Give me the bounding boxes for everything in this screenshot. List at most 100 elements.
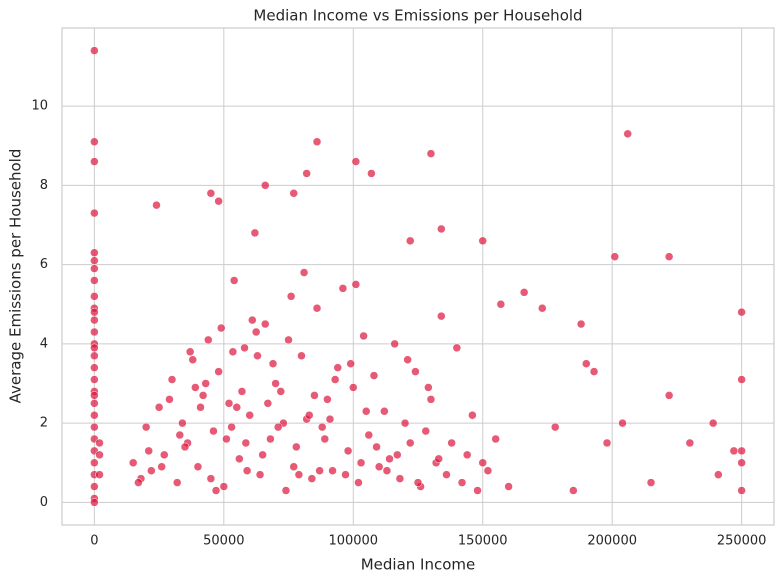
point [403, 355, 412, 364]
point [160, 450, 169, 460]
point [356, 458, 366, 468]
point [576, 319, 586, 329]
point [367, 169, 376, 178]
point [312, 137, 322, 146]
point [346, 359, 355, 368]
point [242, 466, 252, 475]
point [426, 395, 436, 404]
point [206, 474, 216, 483]
point [90, 307, 99, 317]
point [90, 351, 99, 361]
point [204, 335, 213, 345]
point [550, 422, 560, 432]
point [452, 343, 462, 353]
point [188, 355, 197, 364]
point [364, 430, 374, 440]
point [211, 486, 221, 495]
point [90, 276, 99, 285]
point [209, 426, 218, 436]
point [241, 438, 251, 448]
point [260, 319, 270, 329]
point [737, 307, 746, 317]
point [178, 418, 187, 428]
point [260, 181, 270, 190]
point [248, 315, 257, 325]
point [623, 129, 632, 139]
x-tick-label: 100000 [328, 534, 378, 549]
point [325, 414, 335, 424]
point [268, 359, 278, 368]
point [253, 351, 262, 361]
point [478, 458, 487, 468]
point [90, 399, 99, 408]
point [144, 446, 153, 456]
point [141, 422, 151, 432]
point [434, 454, 443, 464]
point [95, 438, 104, 448]
point [90, 343, 99, 353]
point [175, 430, 185, 440]
point [227, 422, 236, 432]
point [307, 474, 317, 483]
point [685, 438, 695, 448]
point [462, 450, 472, 460]
point [729, 446, 739, 456]
point [185, 347, 195, 357]
point [714, 470, 723, 479]
point [258, 450, 267, 460]
point [214, 196, 223, 206]
x-axis-label: Median Income [361, 556, 476, 574]
point [191, 383, 200, 392]
point [582, 359, 591, 368]
point [90, 391, 99, 400]
point [232, 403, 242, 412]
point [167, 375, 177, 384]
x-tick-label: 0 [90, 534, 98, 549]
y-tick-label: 0 [40, 495, 48, 510]
point [411, 367, 420, 376]
point [351, 280, 361, 289]
x-tick-label: 200000 [587, 534, 637, 549]
y-tick-label: 6 [40, 257, 48, 272]
point [317, 422, 327, 432]
point [289, 189, 298, 198]
point [90, 137, 99, 146]
point [165, 395, 174, 404]
point [235, 454, 244, 464]
point [289, 462, 298, 471]
point [250, 228, 260, 238]
point [273, 422, 283, 432]
point [708, 418, 718, 428]
point [328, 466, 337, 475]
point [369, 371, 379, 380]
point [152, 200, 161, 210]
point [468, 410, 477, 420]
point [266, 434, 275, 444]
point [90, 46, 99, 55]
point [294, 470, 304, 479]
point [390, 339, 399, 349]
point [271, 379, 280, 388]
point [569, 486, 578, 495]
point [310, 391, 319, 400]
point [240, 343, 249, 353]
point [286, 292, 296, 301]
point [90, 292, 99, 301]
point [664, 252, 674, 261]
point [255, 470, 265, 479]
point [292, 442, 301, 452]
point [421, 426, 431, 436]
point [504, 482, 513, 491]
chart-title: Median Income vs Emissions per Household [253, 7, 582, 25]
point [193, 462, 203, 471]
point [237, 387, 247, 396]
point [442, 470, 451, 479]
point [447, 438, 456, 448]
point [737, 458, 746, 468]
point [147, 466, 156, 475]
point [90, 264, 99, 273]
point [219, 482, 229, 491]
point [519, 288, 529, 297]
